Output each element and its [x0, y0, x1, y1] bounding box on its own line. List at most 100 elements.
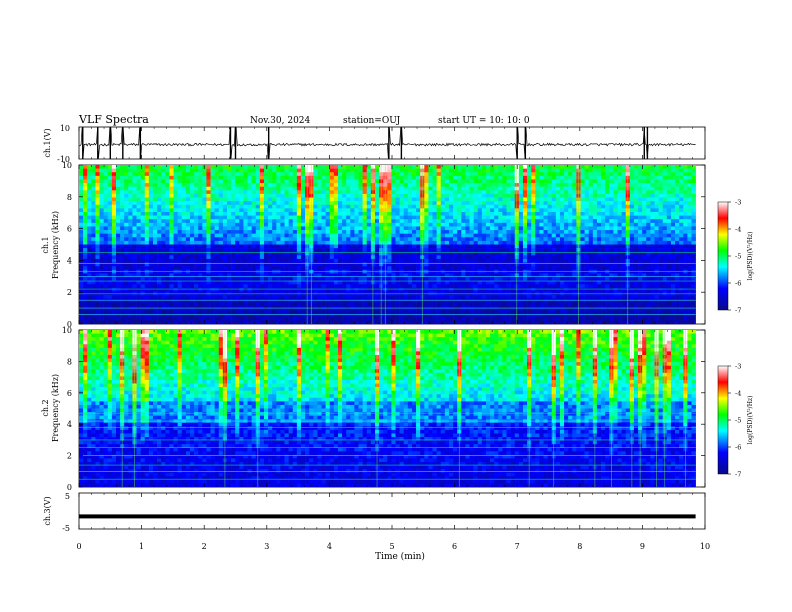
spectrogram-cell	[498, 183, 503, 187]
spectrogram-cell	[99, 258, 104, 263]
spectrogram-cell	[259, 251, 265, 256]
spectrogram-cell	[366, 240, 372, 245]
spectrogram-cell	[263, 295, 269, 299]
spectrogram-cell	[444, 295, 450, 299]
spectrogram-cell	[387, 215, 392, 220]
spectrogram-cell	[222, 313, 228, 318]
spectrogram-cell	[272, 197, 277, 202]
spectrogram-cell	[366, 309, 372, 314]
spectrogram-cell	[358, 280, 363, 285]
spectrogram-cell	[198, 215, 203, 220]
spectrogram-cell	[457, 197, 462, 202]
spectrogram-cell	[436, 201, 442, 206]
spectrogram-cell	[181, 233, 187, 238]
spectrogram-cell	[453, 244, 458, 249]
spectrogram-cell	[300, 183, 306, 187]
spectrogram-cell	[317, 251, 322, 256]
spectrogram-cell	[350, 179, 355, 184]
spectrogram-cell	[111, 233, 117, 238]
spectrogram-cell	[395, 201, 400, 206]
spectrogram-cell	[395, 204, 400, 209]
spectrogram-cell	[198, 165, 203, 169]
spectrogram-cell	[268, 226, 273, 231]
spectrogram-cell	[239, 284, 244, 289]
spectrogram-cell	[300, 204, 306, 209]
spectrogram-cell	[288, 183, 294, 187]
spectrogram-cell	[157, 287, 162, 292]
spectrogram-cell	[407, 273, 413, 278]
spectrogram-cell	[144, 313, 150, 318]
spectrogram-cell	[506, 215, 511, 220]
spectrogram-cell	[91, 255, 96, 260]
spectrogram-cell	[263, 168, 269, 173]
spectrogram-cell	[79, 258, 84, 263]
spectrogram-cell	[465, 211, 470, 216]
spectrogram-cell	[107, 284, 113, 289]
spectrogram-cell	[510, 219, 516, 224]
spectrogram-cell	[255, 219, 261, 224]
spectrogram-cell	[268, 316, 273, 321]
spectrogram-cell	[477, 266, 483, 271]
spectrogram-cell	[473, 230, 479, 234]
spectrogram-cell	[337, 262, 343, 267]
spectrogram-cell	[321, 255, 326, 260]
spectrogram-cell	[181, 172, 187, 177]
spectrogram-cell	[173, 193, 178, 198]
spectrogram-cell	[87, 309, 92, 314]
spectrogram-cell	[321, 320, 326, 325]
spectrogram-cell	[235, 211, 240, 216]
spectrogram-cell	[157, 244, 162, 249]
spectrogram-cell	[395, 313, 400, 318]
spectrogram-cell	[399, 201, 405, 206]
spectrogram-cell	[111, 208, 117, 213]
spectrogram-cell	[374, 320, 380, 325]
spectrogram-cell	[218, 190, 224, 195]
spectrogram-cell	[522, 284, 528, 289]
spectrogram-cell	[522, 168, 528, 173]
spectrogram-cell	[498, 222, 503, 227]
spectrogram-cell	[157, 316, 162, 321]
spectrogram-cell	[448, 168, 454, 173]
spectrogram-cell	[95, 193, 100, 198]
spectrogram-cell	[120, 211, 125, 216]
spectrogram-cell	[527, 287, 532, 292]
spectrogram-cell	[333, 222, 339, 227]
spectrogram-cell	[329, 277, 335, 281]
spectrogram-cell	[457, 237, 462, 242]
spectrogram-cell	[124, 255, 129, 260]
spectrogram-cell	[247, 219, 252, 224]
spectrogram-cell	[531, 237, 536, 242]
spectrogram-cell	[531, 262, 536, 267]
spectrogram-cell	[522, 190, 528, 195]
spectrogram-cell	[407, 204, 413, 209]
spectrogram-cell	[329, 197, 335, 202]
spectrogram-cell	[231, 240, 236, 245]
spectrogram-cell	[329, 248, 335, 253]
spectrogram-cell	[83, 266, 88, 271]
spectrogram-cell	[366, 215, 372, 220]
spectrogram-cell	[424, 313, 429, 318]
spectrogram-cell	[202, 172, 207, 177]
spectrogram-cell	[157, 291, 162, 296]
spectrogram-cell	[428, 208, 433, 213]
spectrogram-cell	[251, 262, 257, 267]
spectrogram-cell	[280, 179, 285, 184]
spectrogram-cell	[111, 255, 117, 260]
spectrogram-cell	[148, 233, 154, 238]
spectrogram-cell	[366, 302, 372, 307]
spectrogram-cell	[469, 208, 474, 213]
spectrogram-cell	[91, 208, 96, 213]
spectrogram-cell	[120, 186, 125, 191]
spectrogram-cell	[411, 287, 417, 292]
spectrogram-cell	[342, 237, 347, 242]
spectrogram-cell	[107, 237, 113, 242]
spectrogram-cell	[518, 219, 524, 224]
spectrogram-cell	[502, 287, 507, 292]
spectrogram-cell	[107, 277, 113, 281]
spectrogram-cell	[206, 172, 211, 177]
spectrogram-cell	[416, 197, 421, 202]
spectrogram-cell	[173, 248, 178, 253]
spectrogram-cell	[527, 233, 532, 238]
spectrogram-cell	[481, 316, 487, 321]
spectrogram-cell	[518, 190, 524, 195]
